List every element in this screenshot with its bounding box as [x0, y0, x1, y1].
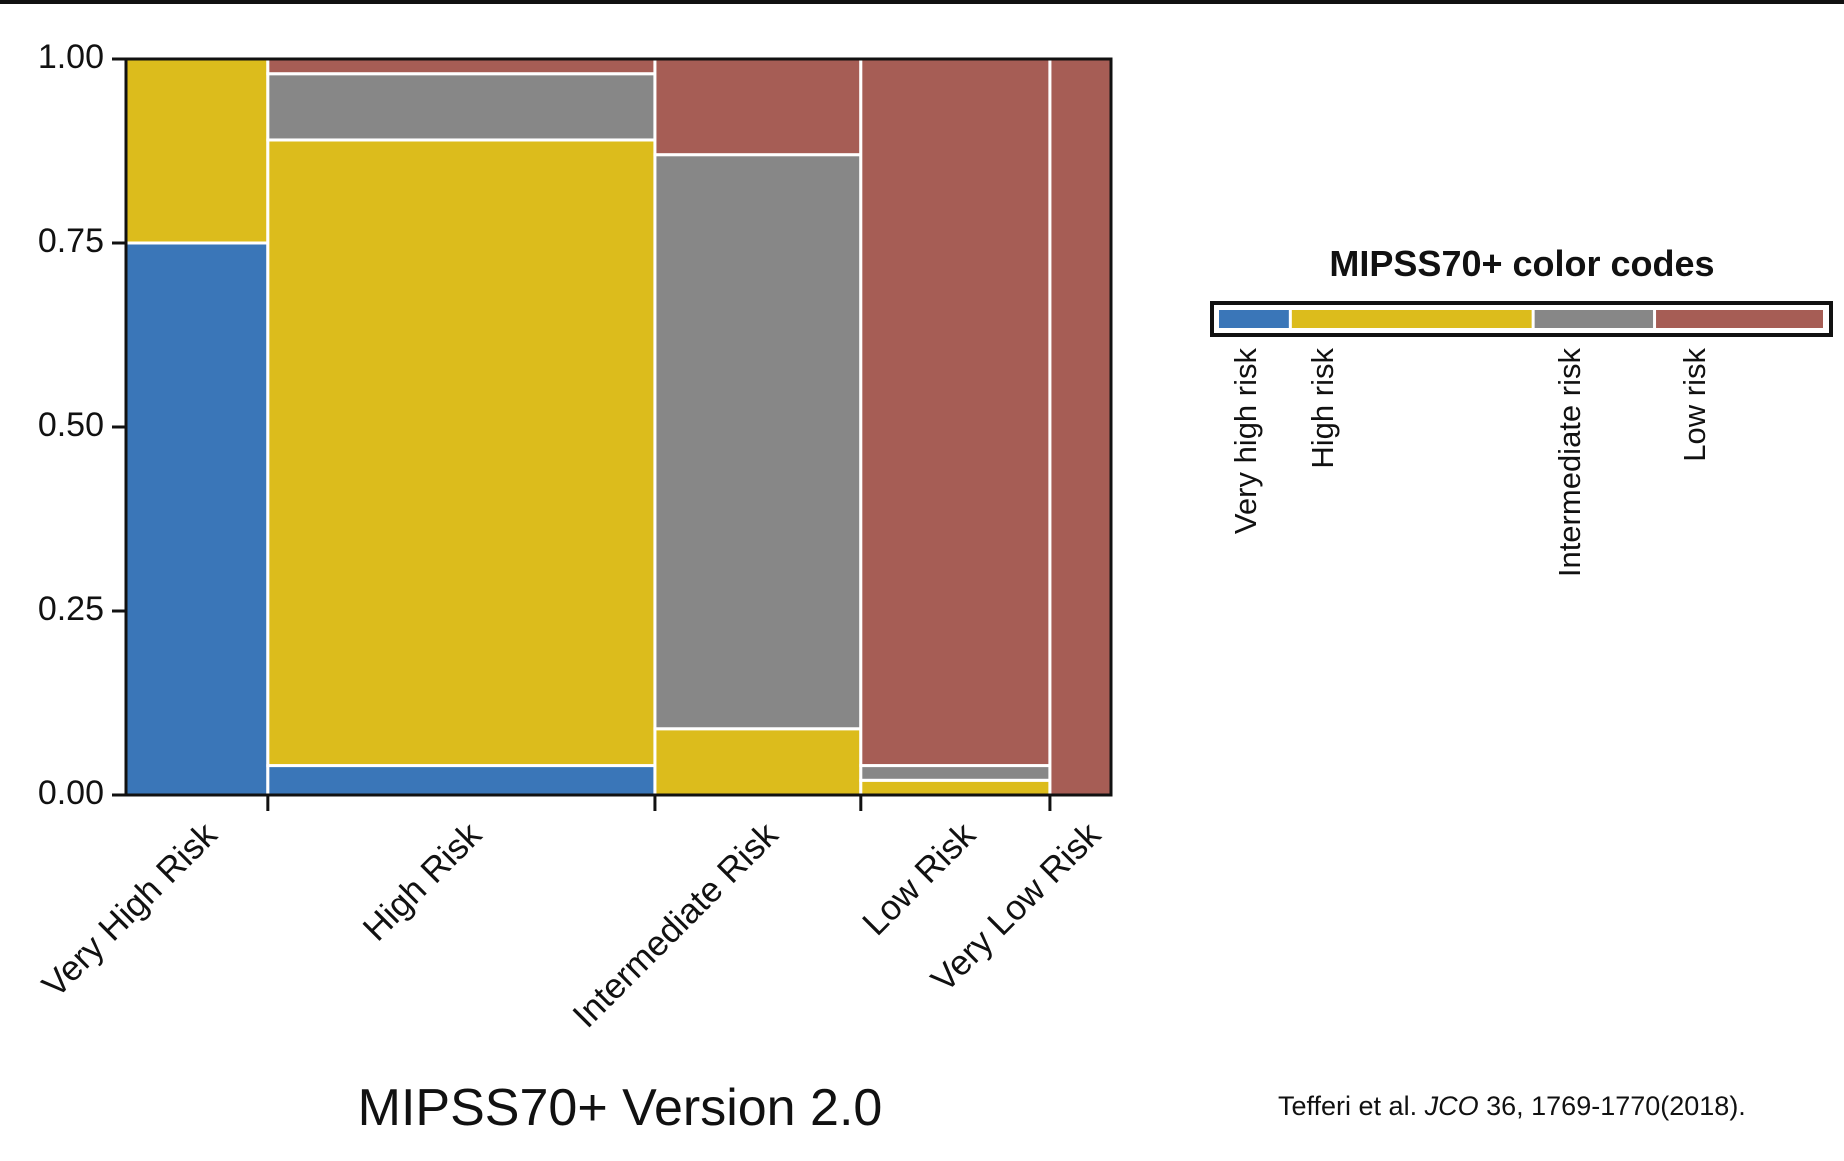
legend-swatch [1656, 310, 1823, 328]
y-tick-label: 0.50 [38, 406, 104, 444]
mosaic-segment [653, 57, 863, 157]
mosaic-segment [124, 241, 270, 797]
mosaic-segment [266, 138, 657, 768]
legend-label: Low risk [1677, 348, 1712, 462]
y-tick-label: 0.25 [38, 590, 104, 628]
legend-label: Very high risk [1228, 348, 1263, 535]
mosaic-segment [1048, 57, 1113, 797]
y-tick-label: 0.75 [38, 222, 104, 260]
citation-journal: JCO [1424, 1091, 1479, 1121]
x-tick-label: Low Risk [855, 815, 983, 943]
mosaic-segment [653, 727, 863, 797]
mosaic-segment [859, 764, 1052, 782]
x-axis-label: MIPSS70+ Version 2.0 [358, 1079, 883, 1137]
y-tick-label: 0.00 [38, 774, 104, 812]
legend-title: MIPSS70+ color codes [1329, 243, 1714, 284]
legend-swatch [1219, 310, 1289, 328]
top-border [0, 0, 1844, 4]
citation-reference: 36, 1769-1770(2018). [1486, 1091, 1746, 1121]
x-tick-label: Very High Risk [35, 815, 225, 1005]
mosaic-segment [266, 764, 657, 797]
x-tick-label: Intermediate Risk [565, 815, 785, 1035]
mosaic-segment [653, 153, 863, 731]
y-tick-label: 1.00 [38, 38, 104, 76]
legend-swatch [1534, 310, 1654, 328]
mosaic-segment [124, 57, 270, 245]
legend-label: High risk [1305, 348, 1340, 469]
legend-swatch [1291, 310, 1532, 328]
plot-frame [124, 57, 1113, 797]
mosaic-segment [859, 778, 1052, 797]
mosaic-segment [266, 57, 657, 76]
legend-label: Intermediate risk [1552, 348, 1587, 578]
mosaic-segment [859, 57, 1052, 768]
citation: Tefferi et al. JCO 36, 1769-1770(2018). [1278, 1091, 1746, 1121]
citation-authors: Tefferi et al. [1278, 1091, 1417, 1121]
mosaic-segment [266, 72, 657, 142]
x-tick-label: High Risk [356, 815, 490, 949]
